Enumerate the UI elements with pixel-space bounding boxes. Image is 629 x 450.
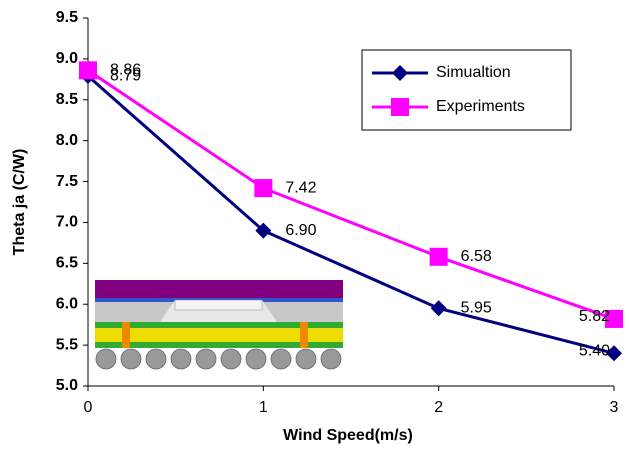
marker (431, 300, 447, 316)
legend-marker (391, 98, 409, 116)
x-tick-label: 2 (434, 399, 443, 416)
x-tick-label: 1 (259, 399, 268, 416)
y-tick-label: 6.5 (56, 255, 78, 272)
data-label: 5.95 (461, 300, 492, 317)
x-axis-label: Wind Speed(m/s) (283, 427, 413, 444)
y-tick-label: 5.5 (56, 336, 78, 353)
legend-label: Simualtion (436, 64, 511, 81)
marker (79, 61, 97, 79)
chart: Theta ja (C/W) Wind Speed(m/s) 5.0 5.5 6.0… (0, 0, 629, 450)
data-label: 8.86 (110, 62, 141, 79)
y-tick-label: 9.5 (56, 9, 78, 26)
legend (362, 50, 571, 130)
y-tick-label: 5.0 (56, 377, 78, 394)
data-label: 5.40 (579, 343, 610, 360)
y-tick-label: 7.5 (56, 173, 78, 190)
marker (430, 248, 448, 266)
data-label: 7.42 (285, 179, 316, 196)
x-tick-label: 3 (610, 399, 619, 416)
data-label: 6.90 (285, 222, 316, 239)
marker (254, 179, 272, 197)
y-tick-label: 8.5 (56, 91, 78, 108)
y-tick-label: 7.0 (56, 214, 78, 231)
y-tick-label: 8.0 (56, 132, 78, 149)
data-label: 6.58 (461, 248, 492, 265)
legend-label: Experiments (436, 98, 525, 115)
y-tick-label: 9.0 (56, 50, 78, 67)
package-illustration (95, 280, 343, 369)
y-axis-label: Theta ja (C/W) (11, 149, 28, 256)
x-tick-label: 0 (84, 399, 93, 416)
y-tick-label: 6.0 (56, 295, 78, 312)
data-label: 5.82 (579, 308, 610, 325)
